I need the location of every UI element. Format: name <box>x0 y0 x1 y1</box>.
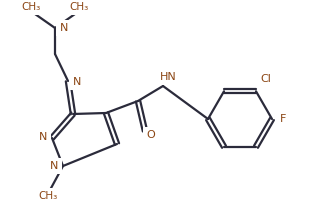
Text: N: N <box>39 132 47 142</box>
Text: HN: HN <box>160 72 176 82</box>
Text: Cl: Cl <box>260 74 272 84</box>
Text: CH₃: CH₃ <box>69 2 89 12</box>
Text: O: O <box>147 130 156 140</box>
Text: CH₃: CH₃ <box>38 191 58 201</box>
Text: N: N <box>60 23 68 33</box>
Text: CH₃: CH₃ <box>21 2 40 12</box>
Text: N: N <box>73 77 81 87</box>
Text: N: N <box>50 161 58 171</box>
Text: F: F <box>280 114 286 124</box>
